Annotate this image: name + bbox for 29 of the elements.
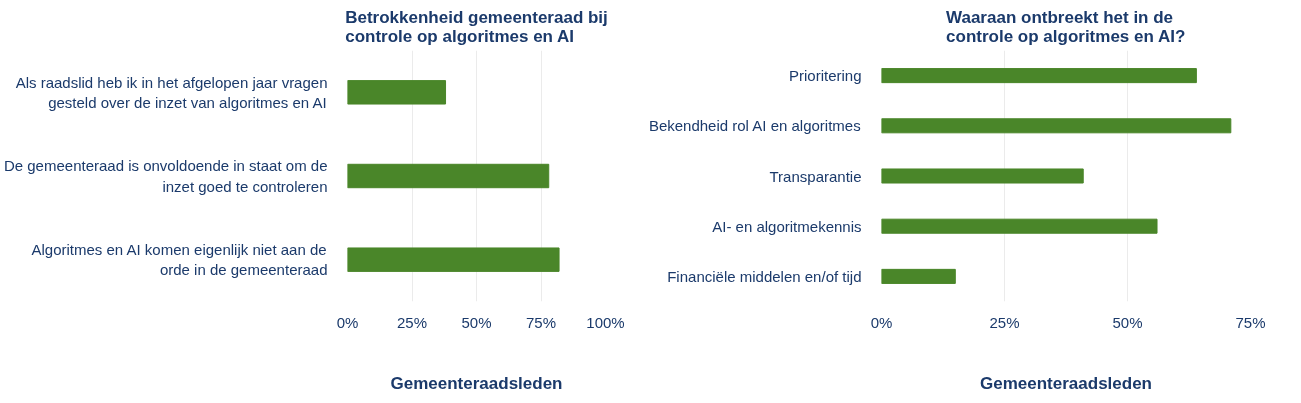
x-tick-label: 25% (989, 313, 1020, 331)
bar (881, 268, 956, 284)
y-tick-label: Algoritmes en AI komen eigenlijk niet aan de orde in de gemeenteraad (31, 240, 328, 279)
x-tick-label: 0% (870, 313, 893, 331)
y-tick-label: Bekendheid rol AI en algoritmes (648, 117, 861, 135)
y-tick-label: Transparantie (769, 167, 862, 185)
bar (347, 247, 560, 272)
x-tick-label: 100% (586, 313, 625, 331)
bar (347, 80, 447, 105)
y-tick-label: Als raadslid heb ik in het afgelopen jaar vragen gesteld over de inzet van algoritmes en AI (15, 73, 328, 112)
chart-title: Betrokkenheid gemeenteraad bij controle op algoritmes en AI (345, 7, 608, 46)
y-tick-label: Financiële middelen en/of tijd (667, 267, 862, 285)
bar (881, 118, 1232, 134)
x-tick-label: 50% (1112, 313, 1143, 331)
chart-title: Waaraan ontbreekt het in de controle op algoritmes en AI? (946, 7, 1186, 46)
x-tick-label: 50% (461, 313, 492, 331)
x-tick-label: 75% (525, 313, 557, 331)
x-tick-label: 0% (336, 313, 359, 331)
bar (881, 68, 1197, 84)
bar (881, 168, 1084, 184)
x-axis-title: Gemeenteraadsleden (980, 373, 1152, 393)
bar (347, 163, 550, 189)
y-tick-label: Prioritering (788, 67, 862, 85)
x-axis-title: Gemeenteraadsleden (390, 373, 563, 393)
x-tick-label: 25% (396, 313, 428, 331)
bar (881, 218, 1158, 234)
y-tick-label: AI- en algoritmekennis (712, 217, 862, 235)
y-tick-label: De gemeenteraad is onvoldoende in staat om de inzet goed te controleren (3, 157, 328, 195)
x-tick-label: 75% (1235, 313, 1266, 331)
